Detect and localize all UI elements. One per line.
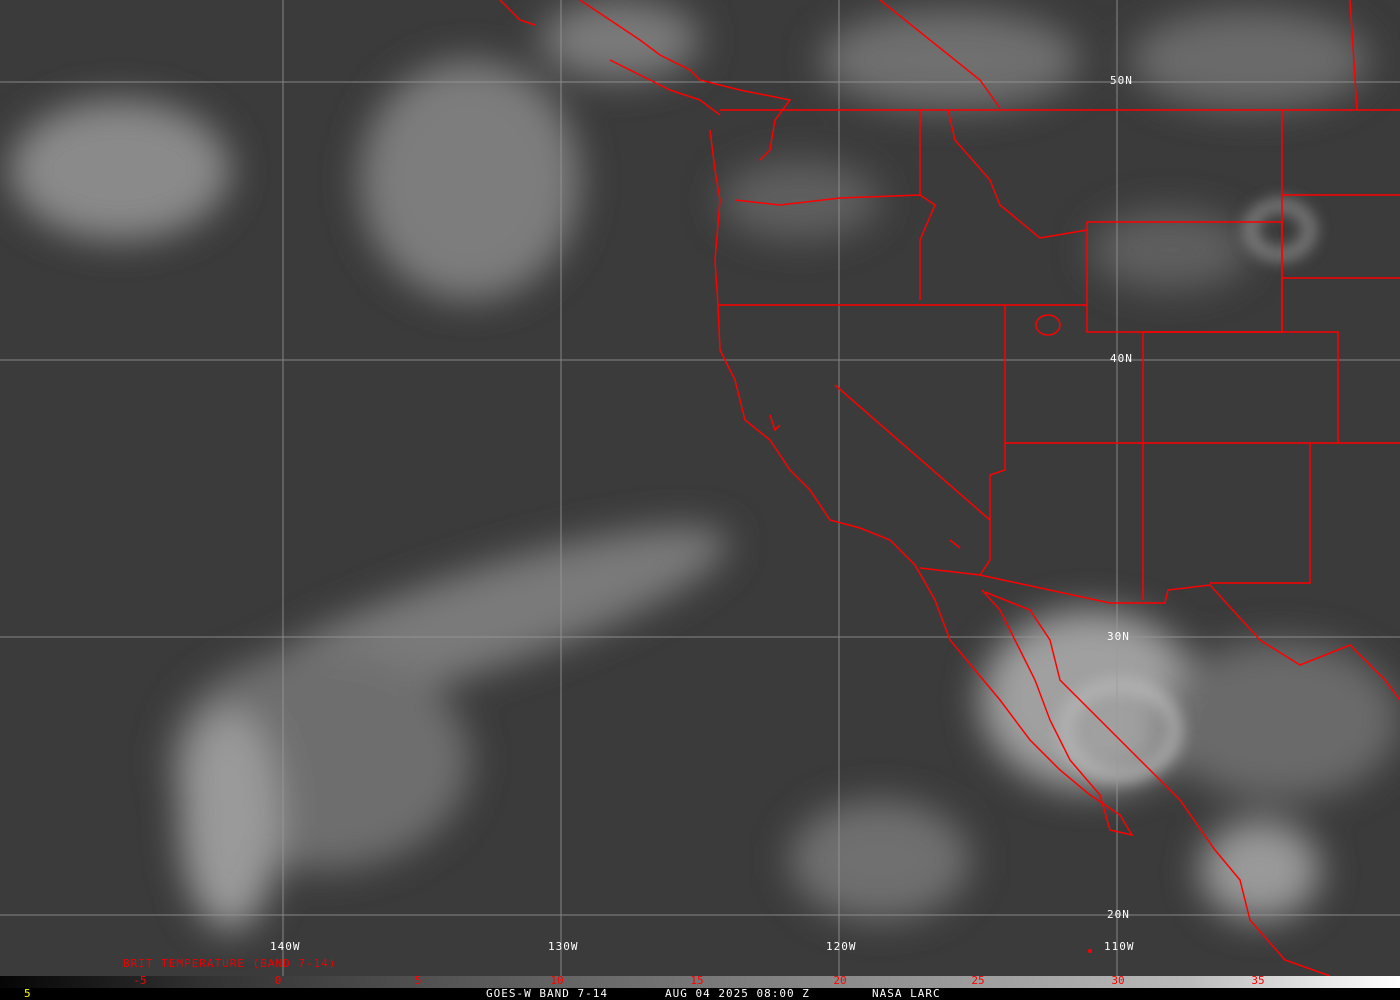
colorbar-tick: 10 (550, 974, 564, 987)
longitude-label-130w: 130W (548, 940, 579, 953)
colorbar-tick: 0 (274, 974, 282, 987)
footer-datetime: AUG 04 2025 08:00 Z (665, 987, 810, 1000)
colorbar-tick: 35 (1251, 974, 1265, 987)
footer-left-value: 5 (24, 987, 32, 1000)
latitude-label-30n: 30N (1107, 630, 1130, 643)
latitude-label-20n: 20N (1107, 908, 1130, 921)
longitude-label-140w: 140W (270, 940, 301, 953)
cloud-field (10, 0, 1400, 930)
political-borders (499, 0, 1400, 976)
longitude-label-120w: 120W (826, 940, 857, 953)
satellite-map (0, 0, 1400, 976)
colorbar-tick: 5 (414, 974, 422, 987)
colorbar-title: BRIT TEMPERATURE (BAND 7-14) (123, 957, 337, 970)
latitude-label-50n: 50N (1110, 74, 1133, 87)
colorbar-tick: 20 (833, 974, 847, 987)
colorbar: -5 0 5 10 15 20 25 30 35 (0, 974, 1400, 988)
colorbar-tick: 25 (971, 974, 985, 987)
footer-source: NASA LARC (872, 987, 941, 1000)
colorbar-tick: -5 (133, 974, 147, 987)
marker-dot (1088, 949, 1092, 953)
footer-product: GOES-W BAND 7-14 (486, 987, 608, 1000)
colorbar-tick: 30 (1111, 974, 1125, 987)
colorbar-tick: 15 (690, 974, 704, 987)
latitude-label-40n: 40N (1110, 352, 1133, 365)
footer-bar: 5 GOES-W BAND 7-14 AUG 04 2025 08:00 Z N… (0, 987, 1400, 1000)
longitude-label-110w: 110W (1104, 940, 1135, 953)
